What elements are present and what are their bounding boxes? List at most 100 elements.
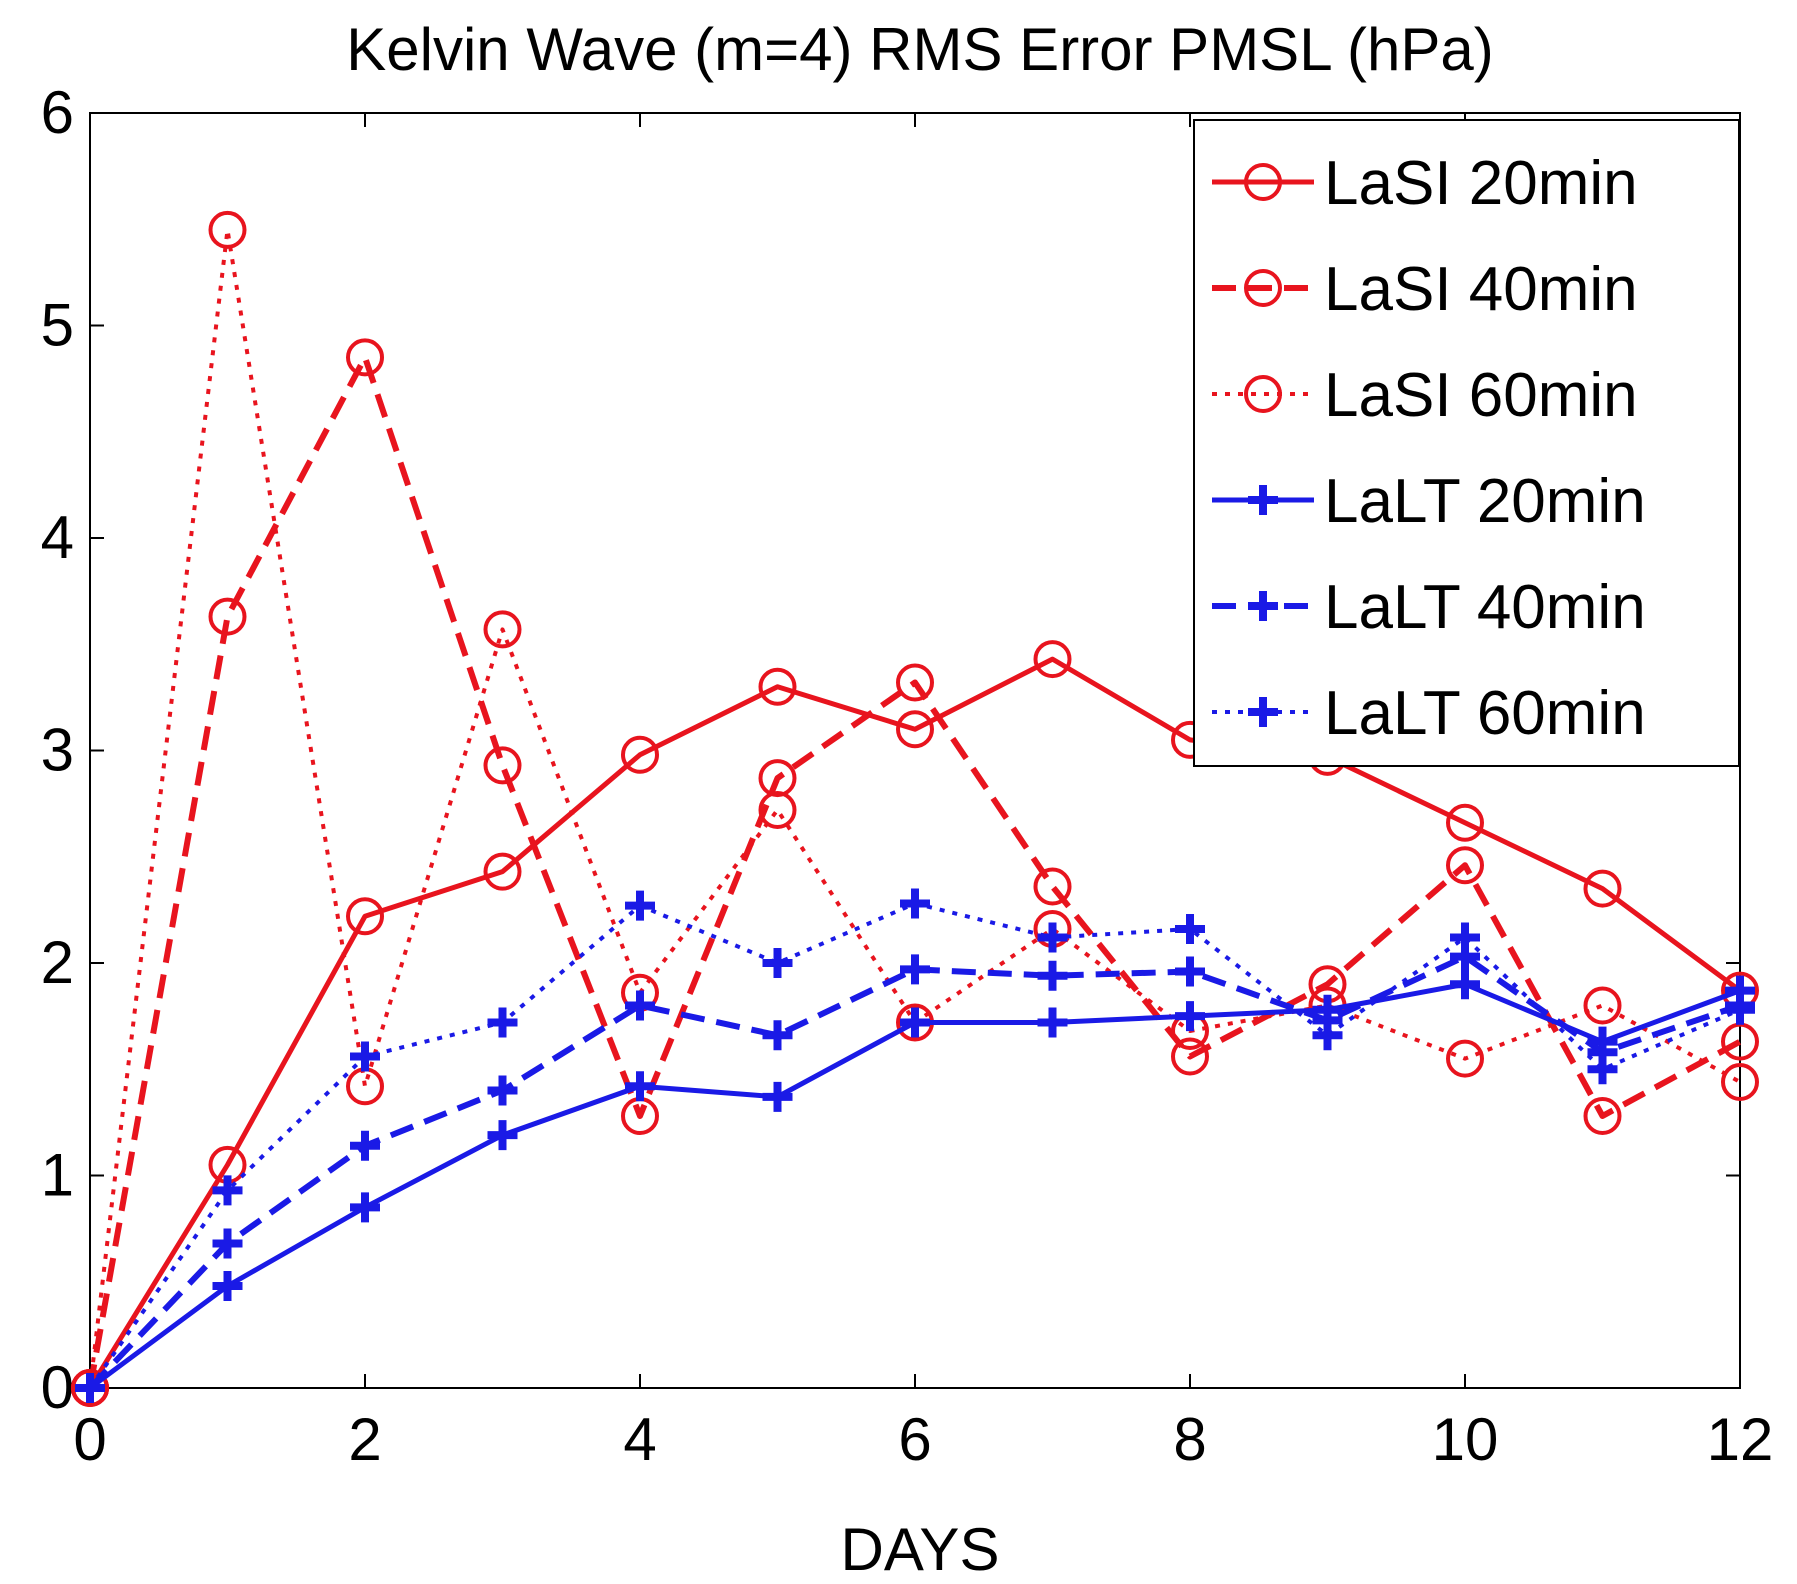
- legend-marker: [1248, 485, 1278, 515]
- legend-item: LaSI 40min: [1212, 255, 1638, 324]
- data-point: [900, 954, 930, 985]
- x-tick-label: 4: [623, 1406, 656, 1473]
- data-point: [487, 1007, 518, 1038]
- data-point: [896, 663, 934, 702]
- data-point: [1037, 960, 1068, 991]
- legend-item: LaSI 60min: [1212, 361, 1638, 430]
- data-point: [758, 759, 797, 798]
- data-point: [1450, 969, 1480, 1000]
- legend-label: LaLT 60min: [1324, 679, 1646, 748]
- y-tick-label: 3: [41, 717, 74, 784]
- x-tick-label: 0: [73, 1406, 106, 1473]
- legend-box: [1193, 119, 1740, 767]
- data-point: [346, 897, 384, 936]
- data-point: [900, 888, 930, 919]
- data-point: [625, 890, 655, 921]
- y-tick-label: 4: [41, 504, 74, 571]
- data-point: [350, 1192, 380, 1223]
- data-point: [1583, 869, 1622, 908]
- y-tick-label: 2: [41, 929, 74, 996]
- legend-item: LaLT 20min: [1212, 467, 1646, 536]
- legend-item: LaLT 60min: [1212, 679, 1646, 748]
- data-point: [483, 610, 522, 649]
- data-point: [900, 1007, 930, 1038]
- legend-label: LaSI 40min: [1324, 255, 1638, 324]
- data-point: [1583, 986, 1622, 1025]
- data-point: [71, 1369, 109, 1407]
- series-line: [88, 981, 1741, 1391]
- data-point: [1033, 640, 1072, 679]
- legend-marker: [1244, 375, 1282, 413]
- data-point: [1583, 1097, 1622, 1135]
- y-tick-label: 1: [41, 1142, 74, 1209]
- data-point: [762, 1081, 793, 1112]
- x-axis-label: DAYS: [841, 1516, 1000, 1583]
- legend-marker: [1248, 697, 1278, 727]
- legend-label: LaLT 40min: [1324, 573, 1646, 642]
- data-point: [75, 1373, 105, 1403]
- legend-marker: [1244, 163, 1282, 201]
- plot-area: [71, 210, 1759, 1407]
- legend-label: LaLT 20min: [1324, 467, 1646, 536]
- legend: LaSI 20min LaSI 40min LaSI 60min LaLT 20min…: [1193, 119, 1740, 767]
- data-point: [1175, 914, 1205, 944]
- data-point: [625, 990, 655, 1021]
- data-point: [1175, 956, 1205, 987]
- data-point: [762, 1020, 793, 1051]
- chart-title: Kelvin Wave (m=4) RMS Error PMSL (hPa): [346, 16, 1493, 83]
- data-point: [1312, 1020, 1343, 1051]
- x-tick-label: 8: [1173, 1406, 1206, 1473]
- x-tick-label: 6: [898, 1406, 931, 1473]
- legend-marker: [1248, 591, 1278, 621]
- legend-item: LaSI 20min: [1212, 149, 1638, 218]
- data-point: [1450, 922, 1480, 953]
- y-axis: 0 1 2 3 4 5 6: [41, 79, 1740, 1421]
- data-point: [346, 1067, 384, 1106]
- data-point: [1037, 1007, 1068, 1038]
- data-point: [1171, 1037, 1209, 1076]
- data-point: [762, 948, 793, 978]
- data-point: [1175, 1001, 1205, 1032]
- data-point: [487, 1120, 518, 1151]
- data-point: [896, 710, 934, 749]
- data-point: [483, 852, 522, 891]
- legend-item: LaLT 40min: [1212, 573, 1646, 642]
- data-point: [1033, 867, 1072, 906]
- data-point: [758, 667, 797, 706]
- data-point: [350, 1041, 380, 1072]
- data-point: [487, 1075, 518, 1106]
- data-point: [350, 1130, 380, 1161]
- data-point: [208, 210, 247, 249]
- data-point: [1037, 922, 1068, 953]
- data-point: [621, 735, 659, 774]
- data-point: [1587, 1054, 1618, 1085]
- x-tick-label: 12: [1707, 1406, 1774, 1473]
- series-lalt-60min: [75, 888, 1755, 1403]
- data-point: [346, 338, 384, 377]
- data-point: [1446, 1039, 1484, 1078]
- data-point: [212, 1228, 243, 1259]
- data-point: [1446, 846, 1484, 885]
- legend-marker: [1244, 269, 1282, 307]
- legend-label: LaSI 60min: [1324, 361, 1638, 430]
- data-point: [1721, 1063, 1759, 1101]
- series-line: [87, 354, 1742, 1389]
- series-lalt-20min: [75, 969, 1755, 1403]
- y-tick-label: 5: [41, 292, 74, 359]
- data-point: [212, 1271, 243, 1301]
- y-tick-label: 6: [41, 79, 74, 146]
- x-tick-label: 10: [1432, 1406, 1499, 1473]
- data-point: [1725, 994, 1755, 1025]
- y-tick-label: 0: [41, 1354, 74, 1421]
- data-point: [212, 1175, 243, 1206]
- data-point: [625, 1071, 655, 1102]
- data-point: [1446, 803, 1484, 842]
- data-point: [483, 746, 522, 785]
- data-point: [758, 791, 797, 829]
- data-point: [208, 597, 247, 636]
- series-lasi-40min: [71, 338, 1759, 1407]
- legend-label: LaSI 20min: [1324, 149, 1638, 218]
- x-axis: 0 2 4 6 8 10 12: [73, 113, 1773, 1473]
- x-tick-label: 2: [348, 1406, 381, 1473]
